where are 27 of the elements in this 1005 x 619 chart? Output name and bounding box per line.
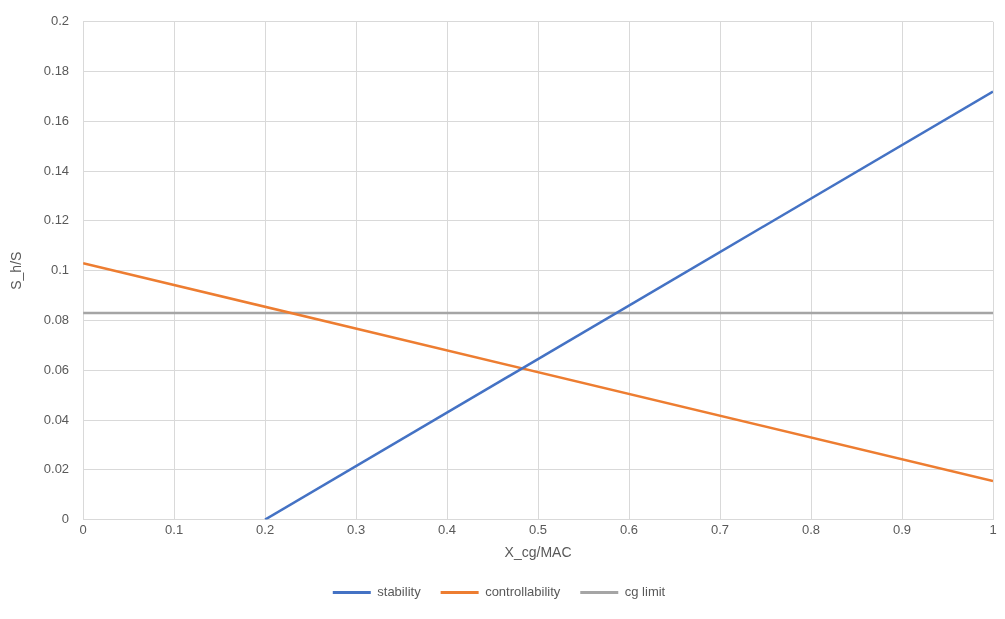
y-tick-label: 0 [61,511,70,527]
y-tick-label: 0.12 [43,212,70,228]
y-tick-label: 0.2 [51,13,70,29]
legend-label: controllability [485,584,561,600]
y-tick-label: 0.18 [43,63,70,79]
legend-label: stability [377,584,422,600]
x-tick-label: 0 [79,521,87,537]
x-tick-label: 0.6 [620,521,639,537]
x-tick-label: 1 [989,521,997,537]
x-tick-label: 0.7 [710,521,730,537]
x-tick-label: 0.3 [347,521,366,537]
y-tick-label: 0.14 [43,162,70,178]
y-tick-label: 0.16 [43,112,70,128]
y-tick-label: 0.1 [51,262,70,278]
y-tick-label: 0.06 [43,361,70,377]
x-tick-label: 0.8 [801,521,821,537]
x-tick-label: 0.5 [529,521,548,537]
x-tick-label: 0.9 [892,521,912,537]
x-tick-label: 0.1 [165,521,184,537]
y-tick-label: 0.02 [43,461,70,477]
y-tick-label: 0.08 [43,312,70,328]
y-tick-label: 0.04 [43,411,70,427]
legend-label: cg limit [624,584,666,600]
x-axis-title: X_cg/MAC [504,544,572,561]
x-tick-label: 0.2 [256,521,275,537]
y-axis-title: S_h/S [8,251,25,290]
x-tick-label: 0.4 [438,521,457,537]
